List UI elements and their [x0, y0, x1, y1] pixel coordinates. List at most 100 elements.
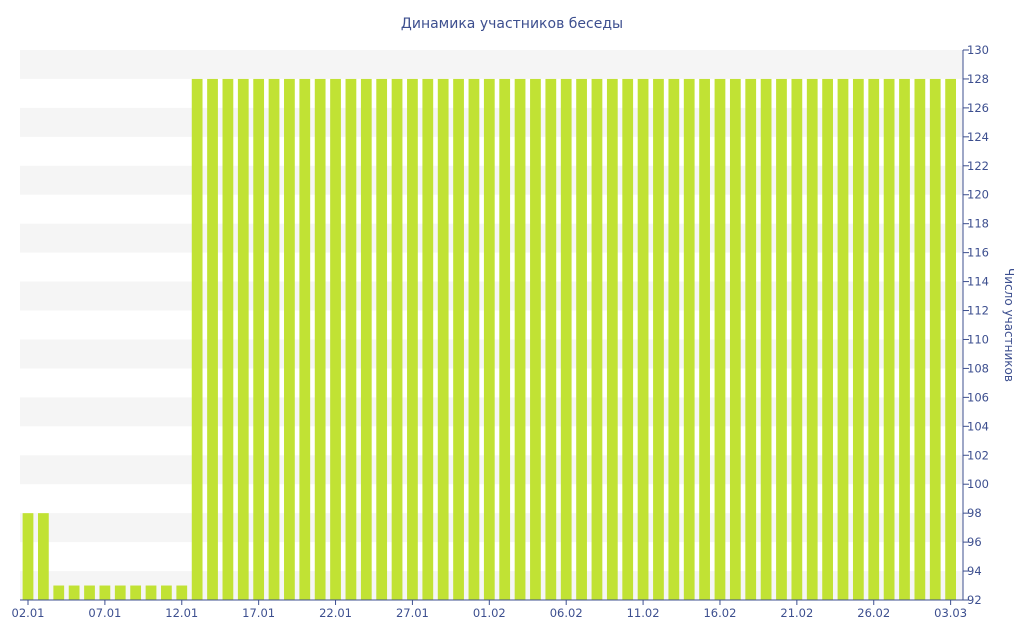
- y-tick-label: 114: [967, 275, 989, 289]
- bar: [622, 78, 634, 600]
- bar: [514, 78, 526, 600]
- y-tick-label: 100: [967, 477, 989, 491]
- x-tick-label: 03.03: [934, 606, 967, 620]
- bar: [453, 78, 464, 600]
- bar: [222, 78, 234, 600]
- bar: [653, 78, 664, 600]
- bar: [345, 78, 357, 600]
- x-tick-label: 07.01: [88, 606, 121, 620]
- bar: [130, 585, 142, 600]
- x-tick-label: 21.02: [780, 606, 813, 620]
- bar: [114, 585, 126, 600]
- bar: [530, 78, 541, 600]
- x-tick-label: 16.02: [703, 606, 736, 620]
- y-tick-label: 120: [967, 188, 989, 202]
- bar: [268, 78, 280, 600]
- y-tick-label: 108: [967, 361, 989, 375]
- bar: [714, 78, 726, 600]
- bar: [729, 78, 741, 600]
- x-tick-label: 02.01: [12, 606, 45, 620]
- bar: [22, 513, 34, 600]
- bar: [899, 78, 910, 600]
- y-tick-label: 102: [967, 448, 989, 462]
- bar: [84, 585, 95, 600]
- bar: [499, 78, 511, 600]
- x-tick-label: 11.02: [627, 606, 660, 620]
- bar: [284, 78, 295, 600]
- bar: [37, 513, 49, 600]
- bar: [314, 78, 326, 600]
- bar: [376, 78, 388, 600]
- bar: [191, 78, 203, 600]
- bar: [468, 78, 480, 600]
- bar: [668, 78, 680, 600]
- bar: [576, 78, 587, 600]
- bar: [791, 78, 803, 600]
- grid-band: [20, 50, 963, 79]
- bar: [699, 78, 710, 600]
- x-tick-label: 27.01: [396, 606, 429, 620]
- bar: [914, 78, 926, 600]
- x-tick-label: 01.02: [473, 606, 506, 620]
- y-tick-label: 126: [967, 101, 989, 115]
- y-tick-label: 118: [967, 217, 989, 231]
- chart-title: Динамика участников беседы: [401, 16, 623, 32]
- x-ticks: 02.01 07.01 12.01 17.01 22.01 27.01 01.02 06.02…: [12, 600, 967, 620]
- bar: [99, 585, 111, 600]
- y-tick-label: 122: [967, 159, 989, 173]
- x-tick-label: 17.01: [242, 606, 275, 620]
- bar: [929, 78, 941, 600]
- y-tick-label: 116: [967, 246, 989, 260]
- bar: [852, 78, 864, 600]
- bar: [360, 78, 372, 600]
- bar: [161, 585, 172, 600]
- bars: [22, 78, 957, 600]
- bar: [776, 78, 787, 600]
- y-tick-label: 124: [967, 130, 989, 144]
- y-axis-label: Число участников: [1002, 268, 1016, 382]
- bar: [837, 78, 849, 600]
- bar: [883, 78, 895, 600]
- bar: [545, 78, 557, 600]
- bar: [207, 78, 218, 600]
- bar: [237, 78, 249, 600]
- bar: [945, 78, 957, 600]
- bar: [591, 78, 603, 600]
- y-tick-label: 106: [967, 390, 989, 404]
- bar: [483, 78, 495, 600]
- bar: [606, 78, 618, 600]
- bar: [53, 585, 65, 600]
- bar: [176, 585, 188, 600]
- bar: [822, 78, 833, 600]
- y-ticks: 92 94 96 98 100 102 104 106 108 110 112 114 116 118 12…: [963, 43, 989, 607]
- bar: [407, 78, 418, 600]
- bar: [560, 78, 572, 600]
- y-tick-label: 128: [967, 72, 989, 86]
- y-tick-label: 112: [967, 304, 989, 318]
- y-tick-label: 96: [967, 535, 982, 549]
- y-tick-label: 98: [967, 506, 982, 520]
- bar: [745, 78, 757, 600]
- bar: [145, 585, 157, 600]
- bar: [868, 78, 880, 600]
- bar: [637, 78, 649, 600]
- y-tick-label: 94: [967, 564, 982, 578]
- y-tick-label: 92: [967, 593, 982, 607]
- bar: [422, 78, 434, 600]
- bar: [437, 78, 449, 600]
- x-tick-label: 26.02: [857, 606, 890, 620]
- bar: [391, 78, 403, 600]
- bar: [683, 78, 695, 600]
- bar: [68, 585, 80, 600]
- y-tick-label: 130: [967, 43, 989, 57]
- y-tick-label: 110: [967, 332, 989, 346]
- bar: [253, 78, 265, 600]
- bar: [806, 78, 818, 600]
- bar: [299, 78, 311, 600]
- bar: [760, 78, 772, 600]
- x-tick-label: 06.02: [550, 606, 583, 620]
- x-tick-label: 22.01: [319, 606, 352, 620]
- y-tick-label: 104: [967, 419, 989, 433]
- x-tick-label: 12.01: [165, 606, 198, 620]
